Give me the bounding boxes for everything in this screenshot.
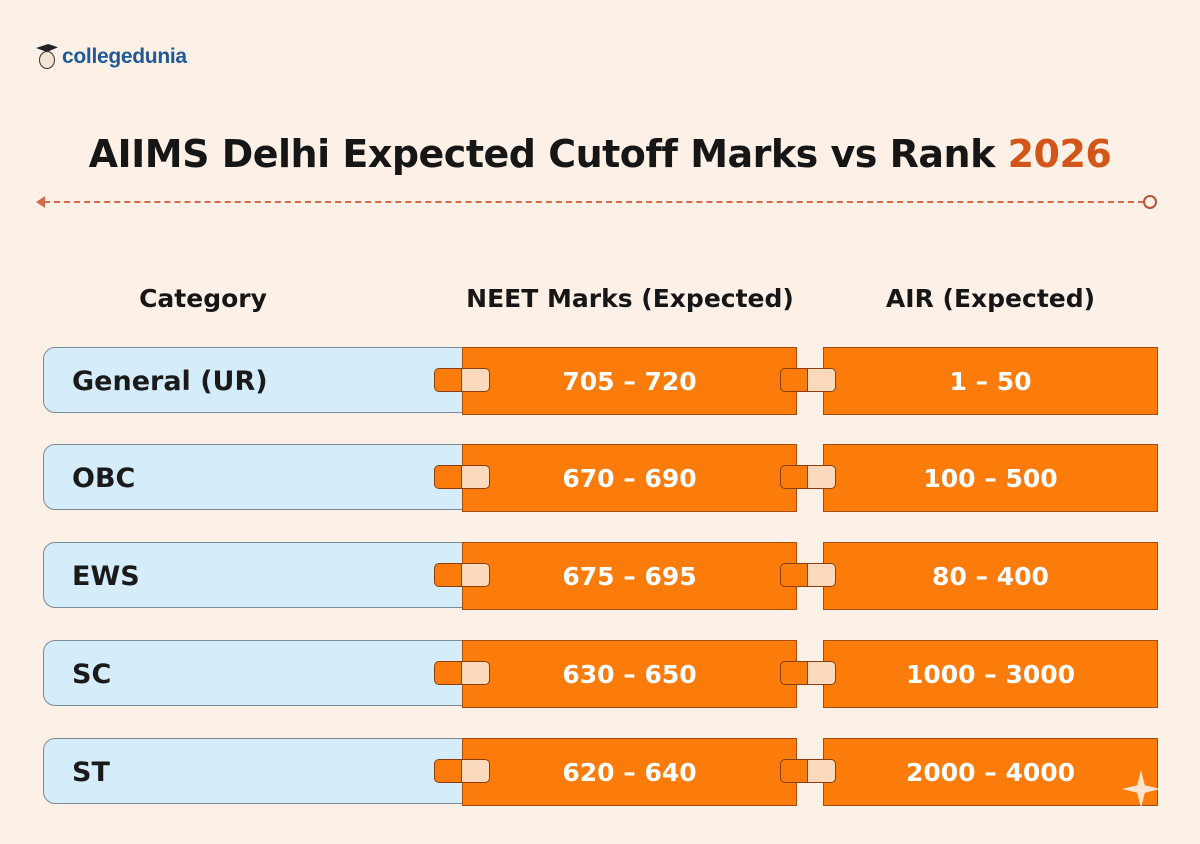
connector-icon [780, 563, 836, 587]
connector-icon [434, 563, 490, 587]
header-marks: NEET Marks (Expected) [466, 284, 794, 313]
table-row: ST 620 – 640 2000 – 4000 [0, 738, 1200, 806]
category-cell: EWS [43, 542, 483, 608]
connector-icon [434, 368, 490, 392]
air-cell: 100 – 500 [823, 444, 1158, 512]
air-cell: 80 – 400 [823, 542, 1158, 610]
marks-cell: 630 – 650 [462, 640, 797, 708]
category-label: ST [72, 757, 110, 788]
air-cell: 1000 – 3000 [823, 640, 1158, 708]
circle-icon [1143, 195, 1157, 209]
table-row: OBC 670 – 690 100 – 500 [0, 444, 1200, 512]
marks-cell: 670 – 690 [462, 444, 797, 512]
title-year: 2026 [1007, 132, 1112, 176]
connector-icon [434, 661, 490, 685]
category-label: General (UR) [72, 366, 268, 397]
header-air: AIR (Expected) [885, 284, 1096, 313]
marks-cell: 705 – 720 [462, 347, 797, 415]
marks-cell: 620 – 640 [462, 738, 797, 806]
category-cell: SC [43, 640, 483, 706]
arrow-left-icon [36, 196, 45, 208]
category-label: OBC [72, 463, 136, 494]
divider [44, 201, 1144, 203]
category-label: EWS [72, 561, 140, 592]
connector-icon [434, 759, 490, 783]
title-main: AIIMS Delhi Expected Cutoff Marks vs Ran… [88, 132, 996, 176]
marks-cell: 675 – 695 [462, 542, 797, 610]
category-cell: ST [43, 738, 483, 804]
connector-icon [780, 368, 836, 392]
mascot-icon [36, 44, 58, 70]
collegedunia-logo: collegedunia [36, 44, 187, 70]
air-cell: 1 – 50 [823, 347, 1158, 415]
connector-icon [780, 465, 836, 489]
category-label: SC [72, 659, 112, 690]
air-cell: 2000 – 4000 [823, 738, 1158, 806]
category-cell: General (UR) [43, 347, 483, 413]
logo-text: collegedunia [62, 45, 187, 68]
connector-icon [434, 465, 490, 489]
header-category: Category [139, 284, 267, 313]
connector-icon [780, 661, 836, 685]
connector-icon [780, 759, 836, 783]
table-row: General (UR) 705 – 720 1 – 50 [0, 347, 1200, 415]
category-cell: OBC [43, 444, 483, 510]
page-title: AIIMS Delhi Expected Cutoff Marks vs Ran… [0, 132, 1200, 176]
table-row: EWS 675 – 695 80 – 400 [0, 542, 1200, 610]
table-row: SC 630 – 650 1000 – 3000 [0, 640, 1200, 708]
